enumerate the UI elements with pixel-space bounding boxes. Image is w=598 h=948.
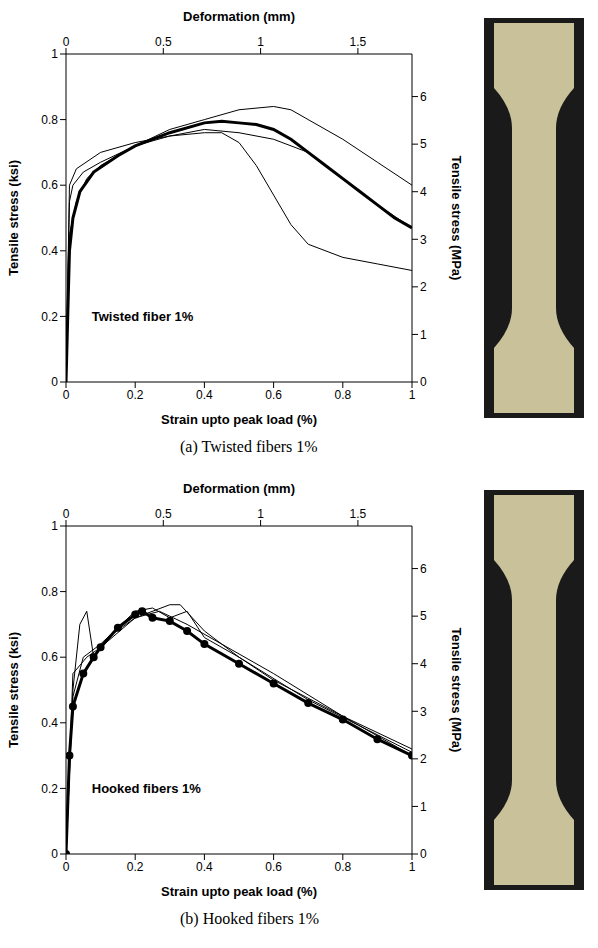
svg-text:Hooked fibers 1%: Hooked fibers 1% [92, 781, 202, 796]
html-text:(a) Twisted fibers 1%: (a) Twisted fibers 1% [180, 438, 318, 455]
svg-text:Tensile stress (MPa): Tensile stress (MPa) [449, 156, 464, 281]
svg-text:Strain upto peak load (%): Strain upto peak load (%) [161, 412, 317, 427]
svg-text:Twisted fiber 1%: Twisted fiber 1% [92, 309, 194, 324]
svg-text:1: 1 [420, 800, 427, 814]
svg-text:6: 6 [420, 90, 427, 104]
svg-text:0: 0 [51, 847, 58, 861]
svg-text:0.8: 0.8 [334, 388, 351, 402]
svg-text:0: 0 [420, 375, 427, 389]
svg-text:1: 1 [409, 388, 416, 402]
svg-text:Tensile stress (ksi): Tensile stress (ksi) [6, 632, 21, 748]
svg-text:1: 1 [257, 35, 264, 49]
svg-text:5: 5 [420, 137, 427, 151]
svg-text:0.4: 0.4 [196, 388, 213, 402]
svg-text:0.6: 0.6 [265, 860, 282, 874]
svg-text:0.2: 0.2 [41, 310, 58, 324]
svg-text:Deformation (mm): Deformation (mm) [183, 481, 295, 496]
svg-text:0.5: 0.5 [155, 507, 172, 521]
svg-text:1: 1 [51, 519, 58, 533]
svg-text:5: 5 [420, 609, 427, 623]
svg-text:2: 2 [420, 280, 427, 294]
html-text:(b) Hooked fibers 1%: (b) Hooked fibers 1% [180, 910, 320, 927]
svg-text:0: 0 [63, 860, 70, 874]
svg-text:0.2: 0.2 [127, 388, 144, 402]
svg-text:0.2: 0.2 [41, 782, 58, 796]
svg-text:1.5: 1.5 [350, 507, 367, 521]
svg-text:Deformation (mm): Deformation (mm) [183, 9, 295, 24]
svg-text:0.8: 0.8 [334, 860, 351, 874]
svg-text:1: 1 [51, 47, 58, 61]
svg-text:1: 1 [257, 507, 264, 521]
svg-text:0.2: 0.2 [127, 860, 144, 874]
svg-text:0: 0 [63, 388, 70, 402]
svg-text:0: 0 [63, 507, 70, 521]
svg-text:0.4: 0.4 [41, 716, 58, 730]
svg-text:0: 0 [51, 375, 58, 389]
svg-text:1.5: 1.5 [350, 35, 367, 49]
svg-text:4: 4 [420, 185, 427, 199]
svg-text:1: 1 [420, 328, 427, 342]
svg-text:Tensile stress (ksi): Tensile stress (ksi) [6, 160, 21, 276]
svg-text:0.5: 0.5 [155, 35, 172, 49]
svg-text:Strain upto peak load (%): Strain upto peak load (%) [161, 884, 317, 899]
svg-text:0.8: 0.8 [41, 585, 58, 599]
svg-text:0.4: 0.4 [41, 244, 58, 258]
svg-text:0: 0 [63, 35, 70, 49]
svg-text:2: 2 [420, 752, 427, 766]
svg-text:6: 6 [420, 562, 427, 576]
svg-text:0.6: 0.6 [41, 650, 58, 664]
svg-text:4: 4 [420, 657, 427, 671]
svg-text:0.8: 0.8 [41, 113, 58, 127]
svg-text:0.6: 0.6 [265, 388, 282, 402]
svg-text:3: 3 [420, 233, 427, 247]
svg-text:1: 1 [409, 860, 416, 874]
svg-text:0: 0 [420, 847, 427, 861]
svg-text:0.4: 0.4 [196, 860, 213, 874]
svg-text:Tensile stress (MPa): Tensile stress (MPa) [449, 628, 464, 753]
svg-text:3: 3 [420, 705, 427, 719]
svg-text:0.6: 0.6 [41, 178, 58, 192]
